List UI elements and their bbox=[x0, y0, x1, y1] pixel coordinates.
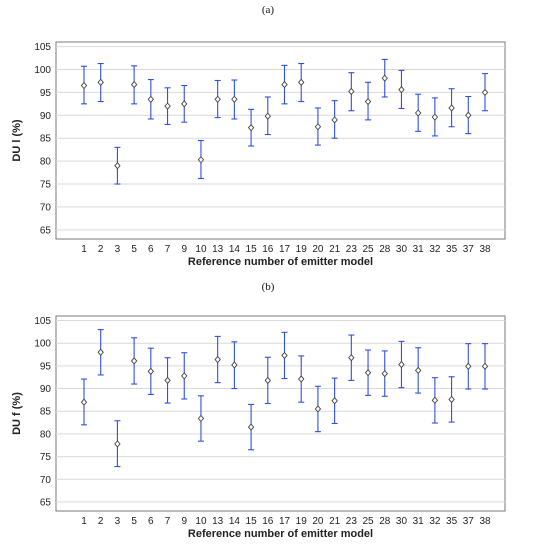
chart-a-xtick-label: 20 bbox=[312, 244, 324, 255]
chart-b-xtick-label: 14 bbox=[229, 516, 241, 527]
chart-b-xtick-label: 28 bbox=[379, 516, 391, 527]
chart-a-xtick-label: 16 bbox=[262, 244, 274, 255]
chart-b-xtick-label: 6 bbox=[148, 516, 154, 527]
chart-a-xtick-label: 17 bbox=[279, 244, 291, 255]
chart-a-xtick-label: 2 bbox=[98, 244, 104, 255]
chart-b-xtick-label: 35 bbox=[446, 516, 458, 527]
chart-b-ytick-label: 90 bbox=[40, 384, 52, 395]
chart-a-xtick-label: 13 bbox=[212, 244, 224, 255]
chart-a-xtick-label: 31 bbox=[413, 244, 425, 255]
chart-a-ytick-label: 75 bbox=[40, 180, 52, 191]
chart-b-ytick-label: 105 bbox=[34, 316, 51, 327]
chart-a-y-axis-title: DU l (%) bbox=[11, 119, 23, 162]
chart-b-xtick-label: 5 bbox=[131, 516, 137, 527]
chart-b-xtick-label: 13 bbox=[212, 516, 224, 527]
chart-a-ytick-label: 105 bbox=[34, 42, 51, 53]
chart-b-xtick-label: 1 bbox=[81, 516, 87, 527]
chart-a-x-axis-title: Reference number of emitter model bbox=[188, 256, 373, 268]
chart-a-xtick-label: 30 bbox=[396, 244, 408, 255]
chart-a-xtick-label: 38 bbox=[479, 244, 491, 255]
chart-a-xtick-label: 9 bbox=[181, 244, 187, 255]
chart-a-xtick-label: 19 bbox=[296, 244, 308, 255]
chart-a-xtick-label: 10 bbox=[195, 244, 207, 255]
chart-a-ytick-label: 95 bbox=[40, 88, 52, 99]
chart-b-xtick-label: 38 bbox=[479, 516, 491, 527]
chart-a-xtick-label: 1 bbox=[81, 244, 87, 255]
chart-a-xtick-label: 5 bbox=[131, 244, 137, 255]
chart-b-xtick-label: 37 bbox=[463, 516, 475, 527]
chart-b-xtick-label: 31 bbox=[413, 516, 425, 527]
chart-b-xtick-label: 10 bbox=[195, 516, 207, 527]
chart-a-xtick-label: 14 bbox=[229, 244, 241, 255]
chart-a-ytick-label: 100 bbox=[34, 65, 51, 76]
chart-b-xtick-label: 21 bbox=[329, 516, 341, 527]
chart-a-xtick-label: 25 bbox=[362, 244, 374, 255]
chart-b-xtick-label: 19 bbox=[296, 516, 308, 527]
chart-a-xtick-label: 28 bbox=[379, 244, 391, 255]
chart-b-ytick-label: 65 bbox=[40, 497, 52, 508]
chart-b-xtick-label: 30 bbox=[396, 516, 408, 527]
chart-a-ytick-label: 70 bbox=[40, 202, 52, 213]
chart-a-ytick-label: 90 bbox=[40, 111, 52, 122]
chart-b-x-axis-title: Reference number of emitter model bbox=[188, 528, 373, 540]
chart-a-xtick-label: 6 bbox=[148, 244, 154, 255]
chart-b-ytick-label: 100 bbox=[34, 339, 51, 350]
chart-a-xtick-label: 37 bbox=[463, 244, 475, 255]
chart-a-xtick-label: 3 bbox=[115, 244, 121, 255]
chart-b-xtick-label: 17 bbox=[279, 516, 291, 527]
chart-b-ytick-label: 85 bbox=[40, 407, 52, 418]
chart-a-xtick-label: 7 bbox=[165, 244, 171, 255]
chart-a-ytick-label: 80 bbox=[40, 157, 52, 168]
chart-b-xtick-label: 20 bbox=[312, 516, 324, 527]
chart-b-ytick-label: 80 bbox=[40, 429, 52, 440]
chart-a-xtick-label: 21 bbox=[329, 244, 341, 255]
chart-b-xtick-label: 9 bbox=[181, 516, 187, 527]
chart-b-plot-frame bbox=[56, 316, 505, 511]
chart-b-xtick-label: 25 bbox=[362, 516, 374, 527]
chart-a-xtick-label: 32 bbox=[429, 244, 441, 255]
chart-a-plot-frame bbox=[56, 42, 505, 239]
chart-b-ytick-label: 75 bbox=[40, 452, 52, 463]
chart-b-y-axis-title: DU f (%) bbox=[11, 392, 23, 435]
chart-b-xtick-label: 2 bbox=[98, 516, 104, 527]
chart-b-ytick-label: 95 bbox=[40, 361, 52, 372]
chart-b-ytick-label: 70 bbox=[40, 475, 52, 486]
chart-b-xtick-label: 23 bbox=[346, 516, 358, 527]
chart-b-xtick-label: 15 bbox=[246, 516, 258, 527]
panel-b-tag: (b) bbox=[262, 281, 275, 293]
chart-a-xtick-label: 15 bbox=[246, 244, 258, 255]
chart-b-xtick-label: 16 bbox=[262, 516, 274, 527]
panel-a-tag: (a) bbox=[262, 4, 275, 16]
chart-a-xtick-label: 23 bbox=[346, 244, 358, 255]
chart-b-xtick-label: 7 bbox=[165, 516, 171, 527]
chart-a-ytick-label: 85 bbox=[40, 134, 52, 145]
chart-b-xtick-label: 32 bbox=[429, 516, 441, 527]
chart-b-xtick-label: 3 bbox=[115, 516, 121, 527]
chart-a-ytick-label: 65 bbox=[40, 225, 52, 236]
chart-a-xtick-label: 35 bbox=[446, 244, 458, 255]
